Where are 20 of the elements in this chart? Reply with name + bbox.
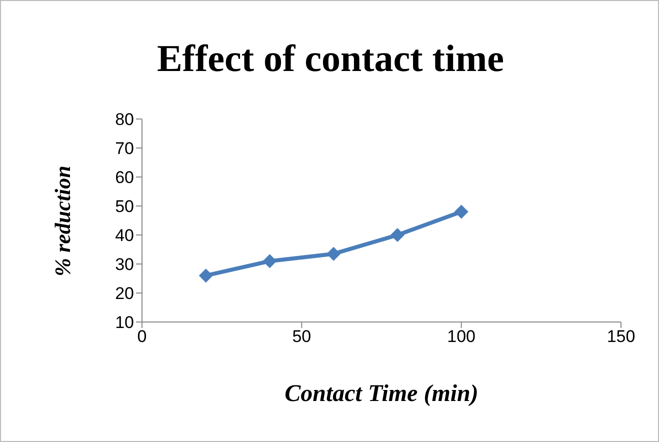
chart-title: Effect of contact time <box>156 37 506 81</box>
y-tick-label: 10 <box>115 313 134 332</box>
x-tick-label: 0 <box>137 327 147 346</box>
x-tick-label: 150 <box>606 327 636 346</box>
y-tick-label: 80 <box>115 110 134 130</box>
point <box>326 246 341 261</box>
x-tick-label: 50 <box>292 327 312 346</box>
y-tick-label: 30 <box>115 255 134 274</box>
point <box>454 204 468 219</box>
y-axis-title: % reduction <box>50 166 76 276</box>
y-tick-label: 60 <box>115 168 134 188</box>
point <box>262 254 277 268</box>
y-tick-label: 50 <box>115 197 134 216</box>
x-axis-title: Contact Time (min) <box>284 381 480 408</box>
x-tick-label: 100 <box>447 327 476 346</box>
y-tick-label: 40 <box>115 226 134 246</box>
y-tick-label: 70 <box>115 139 134 158</box>
point <box>198 268 213 283</box>
point <box>390 228 404 242</box>
y-tick-label: 20 <box>115 284 134 304</box>
